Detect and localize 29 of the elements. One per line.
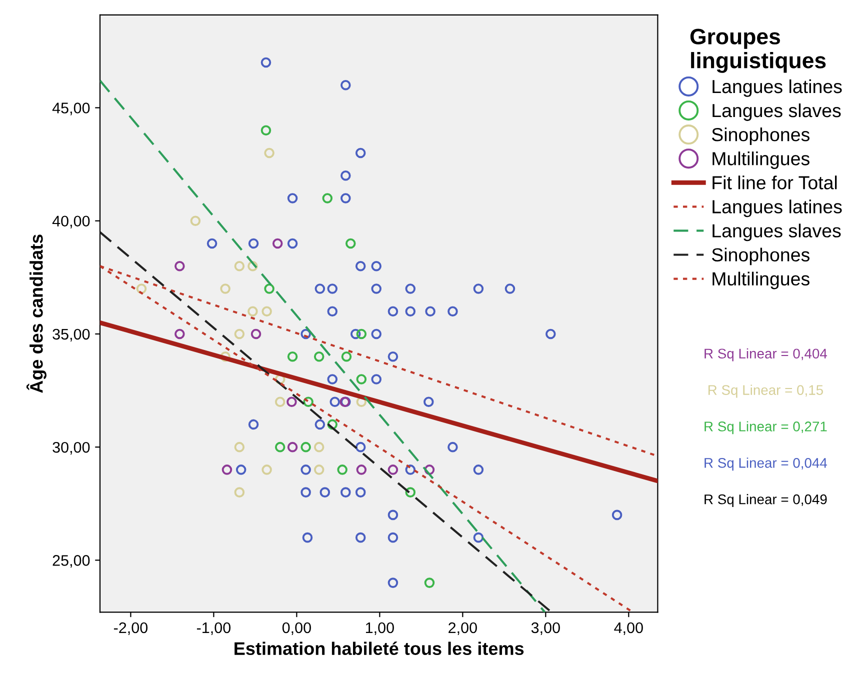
y-tick-label: 25,00 <box>52 555 90 568</box>
y-axis-title: Âge des candidats <box>26 234 46 393</box>
legend-label: Langues slaves <box>712 224 841 242</box>
x-tick-label: 3,00 <box>531 622 560 635</box>
y-tick-label: 35,00 <box>52 328 90 342</box>
x-tick-label: 0,00 <box>282 622 311 635</box>
text: R Sq Linear = 0,044 <box>704 458 828 471</box>
y-tick-label: 45,00 <box>52 102 90 116</box>
text: R Sq Linear = 0,049 <box>704 494 827 508</box>
y-tick-label: 40,00 <box>52 216 90 228</box>
x-tick-label: 2,00 <box>448 622 477 635</box>
x-tick-label: -1,00 <box>196 622 231 635</box>
x-tick-label: 1,00 <box>366 622 394 635</box>
x-axis-title: Estimation habileté tous les items <box>234 642 524 655</box>
legend-label: Langues slaves <box>712 103 841 121</box>
legend-label: Fit line for Total <box>712 176 837 190</box>
legend-title: Groupes linguistiques <box>690 28 826 73</box>
text: R Sq Linear = 0,271 <box>704 421 827 434</box>
legend-label: Langues latines <box>712 79 842 97</box>
x-tick-label: 4,00 <box>614 622 643 635</box>
legend-label: Sinophones <box>712 128 810 145</box>
text: R Sq Linear = 0,404 <box>704 348 828 362</box>
text: R Sq Linear = 0,15 <box>708 384 823 398</box>
y-tick-label: 30,00 <box>52 442 90 455</box>
legend-label: Multilingues <box>712 272 810 290</box>
x-tick-label: -2,00 <box>114 622 148 635</box>
legend-label: Langues latines <box>712 200 842 218</box>
legend-label: Sinophones <box>712 248 810 266</box>
legend-label: Multilingues <box>712 152 810 170</box>
